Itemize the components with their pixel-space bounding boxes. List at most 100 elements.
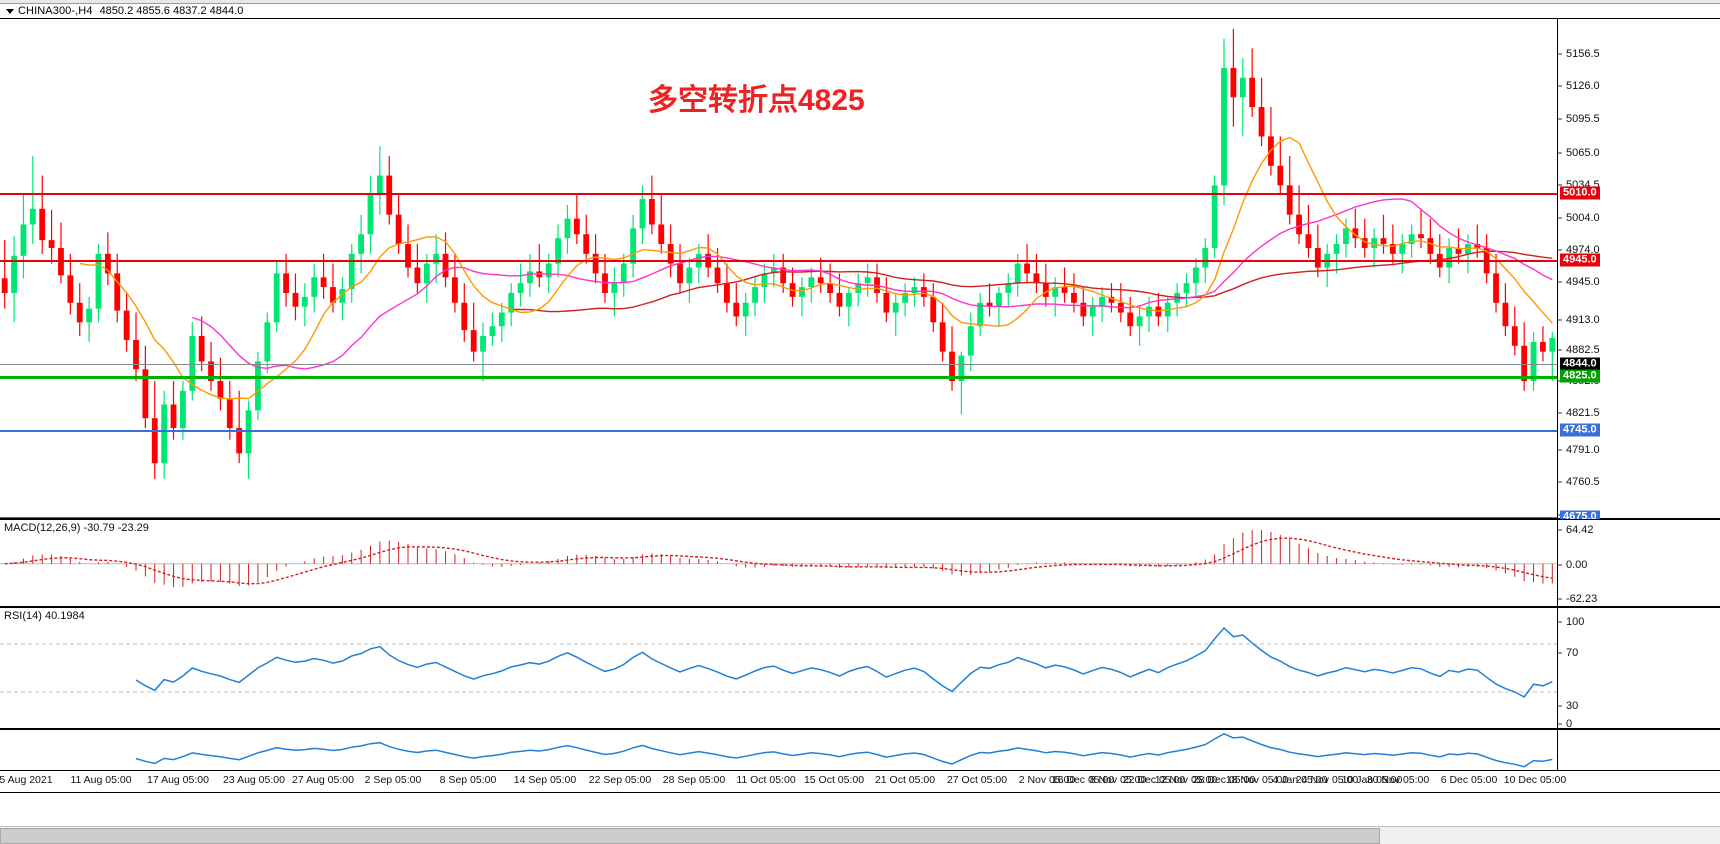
moving-average-line bbox=[79, 136, 1553, 400]
candle bbox=[967, 312, 974, 372]
time-axis-label: 11 Aug 05:00 bbox=[70, 774, 132, 786]
price-axis[interactable]: 5156.5 5126.0 5095.5 5065.0 5034.5 5004.0 4974… bbox=[1557, 19, 1720, 593]
level-line-support-4745[interactable] bbox=[0, 430, 1557, 432]
macd-axis-tick bbox=[1558, 529, 1562, 531]
level-line-current-price-4844[interactable] bbox=[0, 364, 1557, 365]
price-axis-label: 5065.0 bbox=[1566, 147, 1600, 159]
candle bbox=[1483, 234, 1490, 284]
candle bbox=[1239, 58, 1246, 137]
candle bbox=[273, 261, 280, 333]
rsi-plot-area[interactable]: RSI(14) 40.1984 bbox=[0, 608, 1557, 728]
candle bbox=[1530, 332, 1537, 391]
rsi-panel[interactable]: RSI(14) 40.1984 100 70 30 0 bbox=[0, 607, 1720, 730]
candle bbox=[592, 234, 599, 284]
candle bbox=[1080, 287, 1087, 327]
symbol-label: CHINA300-,H4 bbox=[18, 5, 93, 17]
candle bbox=[573, 195, 580, 245]
rsi-axis-label: 0 bbox=[1566, 718, 1573, 730]
moving-average-line bbox=[192, 198, 1553, 370]
price-panel[interactable]: 多空转折点4825 5156.5 5126.0 5095.5 5065.0 5034.5… bbox=[0, 18, 1720, 593]
candle bbox=[920, 273, 927, 307]
candle bbox=[1296, 185, 1302, 245]
price-tag-4745-0[interactable]: 4745.0 bbox=[1560, 423, 1600, 437]
candle bbox=[11, 236, 17, 323]
scrollbar-thumb[interactable] bbox=[0, 828, 1380, 844]
candle bbox=[1249, 48, 1256, 117]
time-axis-label: 22 Sep 05:00 bbox=[588, 774, 652, 786]
rsi-axis-tick bbox=[1558, 652, 1562, 654]
candle bbox=[76, 283, 83, 337]
time-axis-label: 8 Sep 05:00 bbox=[439, 774, 497, 786]
candle bbox=[1155, 292, 1162, 327]
macd-panel[interactable]: MACD(12,26,9) -30.79 -23.29 64.42 0.00 -62… bbox=[0, 519, 1720, 607]
price-tag-5010-0[interactable]: 5010.0 bbox=[1560, 186, 1600, 200]
candle bbox=[939, 302, 946, 362]
candle bbox=[1521, 322, 1528, 391]
candle bbox=[104, 232, 111, 286]
candle bbox=[1024, 244, 1030, 284]
candle bbox=[29, 155, 36, 245]
chevron-down-icon[interactable] bbox=[6, 8, 14, 14]
candle bbox=[1493, 253, 1499, 313]
candle bbox=[95, 244, 102, 323]
level-line-pivot-4825[interactable] bbox=[0, 376, 1557, 379]
time-axis[interactable]: 5 Aug 2021 11 Aug 05:00 17 Aug 05:00 23 Aug… bbox=[0, 771, 1720, 793]
candle bbox=[817, 257, 824, 293]
candle bbox=[226, 381, 233, 440]
candle bbox=[48, 209, 55, 264]
time-axis-label: 22 Dec 05:00 bbox=[1122, 774, 1186, 786]
candle bbox=[977, 292, 984, 337]
rsi-axis-tick bbox=[1558, 621, 1562, 623]
candle bbox=[489, 312, 496, 346]
time-axis-label: 28 Sep 05:00 bbox=[662, 774, 726, 786]
candle bbox=[1268, 107, 1274, 176]
candle bbox=[414, 244, 421, 293]
candle bbox=[86, 296, 93, 342]
price-tag-4825-0[interactable]: 4825.0 bbox=[1560, 369, 1600, 383]
candle bbox=[67, 253, 74, 315]
extra-indicator-line bbox=[135, 732, 1553, 768]
candle bbox=[874, 263, 880, 303]
level-line-resistance-5010[interactable] bbox=[0, 193, 1557, 195]
extra-axis bbox=[1557, 730, 1720, 770]
candle bbox=[1427, 218, 1434, 264]
rsi-axis: 100 70 30 0 bbox=[1557, 608, 1720, 730]
macd-axis-label: 64.42 bbox=[1566, 524, 1594, 536]
level-line-resistance-4945[interactable] bbox=[0, 260, 1557, 262]
price-plot-area[interactable]: 多空转折点4825 bbox=[0, 19, 1557, 518]
time-axis-label: 21 Oct 05:00 bbox=[874, 774, 936, 786]
candle bbox=[264, 312, 271, 374]
candle bbox=[133, 312, 139, 382]
price-tag-4945-0[interactable]: 4945.0 bbox=[1560, 253, 1600, 267]
extra-svg bbox=[135, 732, 1553, 768]
macd-caption: MACD(12,26,9) -30.79 -23.29 bbox=[4, 522, 149, 534]
price-axis-tick bbox=[1558, 449, 1562, 451]
horizontal-scrollbar[interactable] bbox=[0, 826, 1720, 844]
candle bbox=[536, 244, 543, 288]
candle bbox=[1389, 224, 1396, 264]
candle bbox=[883, 277, 890, 323]
candle bbox=[292, 273, 299, 321]
candle bbox=[648, 175, 655, 235]
candle bbox=[986, 283, 993, 317]
candle bbox=[255, 351, 261, 421]
time-axis-label: 16 Dec 05:00 bbox=[1051, 774, 1115, 786]
price-tag-4844-0[interactable]: 4844.0 bbox=[1560, 357, 1600, 371]
candle bbox=[555, 224, 561, 278]
level-line-support-4675[interactable] bbox=[0, 517, 1557, 518]
candle bbox=[1511, 306, 1518, 356]
candle bbox=[892, 292, 899, 337]
candle bbox=[1005, 273, 1012, 307]
macd-plot-area[interactable]: MACD(12,26,9) -30.79 -23.29 bbox=[0, 520, 1557, 606]
extra-plot-area[interactable] bbox=[0, 730, 1557, 770]
candle bbox=[20, 195, 27, 279]
price-axis-tick bbox=[1558, 319, 1562, 321]
time-axis-label: 6 Dec 05:00 bbox=[1440, 774, 1498, 786]
price-axis-tick bbox=[1558, 217, 1562, 219]
macd-axis: 64.42 0.00 -62.23 bbox=[1557, 520, 1720, 606]
candle bbox=[1042, 263, 1049, 307]
rsi-axis-label: 100 bbox=[1566, 616, 1585, 628]
candle bbox=[1258, 77, 1265, 147]
candle bbox=[517, 263, 524, 307]
extra-indicator-panel[interactable] bbox=[0, 729, 1720, 771]
